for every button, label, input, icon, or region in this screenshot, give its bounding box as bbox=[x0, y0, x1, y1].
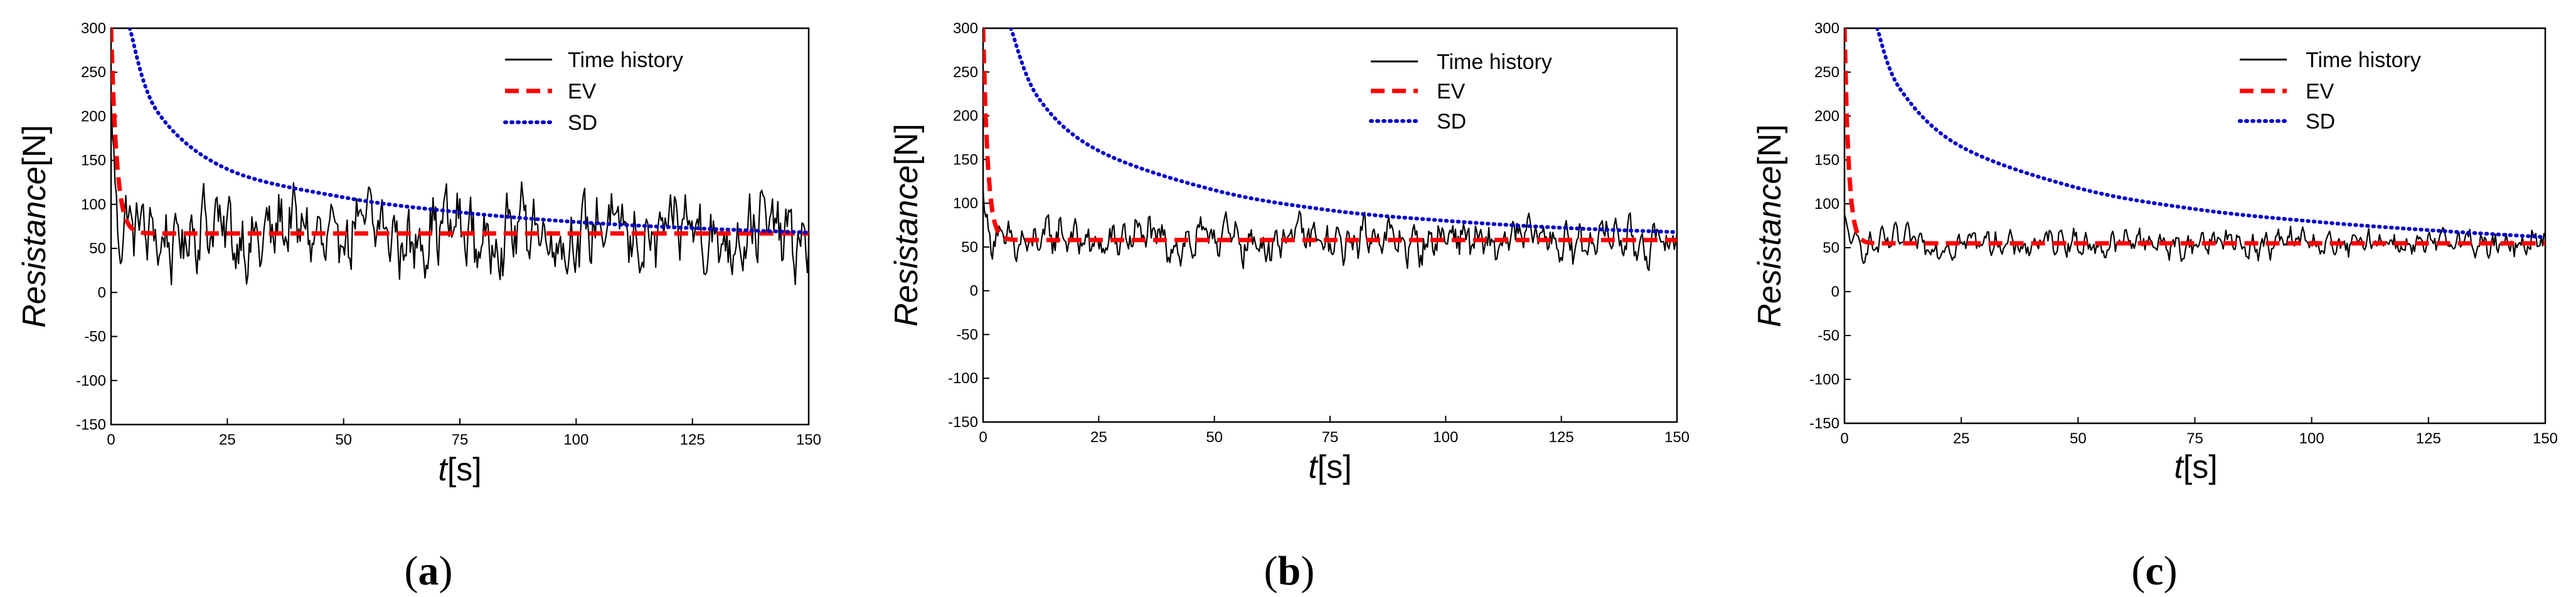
x-tick-labels: 0 25 50 75 100 125 150 bbox=[107, 418, 821, 448]
series-ev bbox=[111, 28, 809, 236]
y-tick-label: 100 bbox=[1814, 196, 1839, 213]
x-tick-label: 100 bbox=[1433, 429, 1458, 446]
series-ev bbox=[983, 28, 1677, 243]
y-tick-label: -50 bbox=[1818, 327, 1839, 344]
y-tick-label: -150 bbox=[76, 416, 106, 433]
panel-a: -150 -100 -50 0 50 100 150 200 250 300 0 25 50 75 100… bbox=[16, 20, 821, 594]
series-layer bbox=[1844, 28, 2545, 264]
series-ev bbox=[1844, 28, 2545, 246]
x-tick-label: 150 bbox=[1664, 429, 1690, 446]
x-tick-label: 125 bbox=[1549, 429, 1574, 446]
x-tick-labels: 0 25 50 75 100 125 150 bbox=[979, 416, 1690, 446]
y-tick-label: 200 bbox=[81, 108, 106, 125]
panel-label: (b) bbox=[1264, 548, 1315, 594]
x-tick-label: 50 bbox=[335, 431, 352, 448]
x-tick-label: 75 bbox=[2186, 430, 2203, 447]
series-layer bbox=[983, 28, 1677, 272]
x-tick-label: 25 bbox=[1090, 429, 1107, 446]
legend-label-ev: EV bbox=[1437, 80, 1466, 103]
y-tick-label: -50 bbox=[84, 329, 106, 346]
x-axis-label: t[s] bbox=[1308, 449, 1351, 485]
panel-label: (a) bbox=[405, 548, 453, 594]
y-tick-label: 250 bbox=[953, 64, 978, 81]
y-tick-label: -50 bbox=[956, 326, 978, 343]
series-sd bbox=[127, 28, 809, 235]
y-tick-label: 300 bbox=[81, 20, 106, 37]
series-sd bbox=[1009, 28, 1677, 235]
plot-frame bbox=[1843, 27, 2547, 425]
y-tick-label: 50 bbox=[961, 239, 978, 256]
y-tick-label: 0 bbox=[98, 284, 106, 301]
y-tick-label: 150 bbox=[1814, 152, 1839, 169]
x-tick-label: 100 bbox=[2299, 430, 2324, 447]
y-tick-label: 50 bbox=[89, 240, 106, 257]
y-tick-labels: -150 -100 -50 0 50 100 150 200 250 300 bbox=[76, 20, 117, 433]
panel-b: -150 -100 -50 0 50 100 150 200 250 300 0 25 50 75 100… bbox=[888, 20, 1690, 594]
x-tick-label: 0 bbox=[107, 431, 115, 448]
legend-label-ev: EV bbox=[2306, 80, 2334, 103]
y-tick-label: 150 bbox=[953, 151, 978, 168]
y-tick-label: 0 bbox=[1831, 283, 1839, 300]
legend-label-sd: SD bbox=[2306, 110, 2335, 134]
x-tick-label: 25 bbox=[219, 431, 236, 448]
x-tick-label: 50 bbox=[2070, 430, 2087, 447]
legend-label-time-history: Time history bbox=[1437, 50, 1552, 74]
x-tick-label: 150 bbox=[796, 431, 821, 448]
x-tick-label: 75 bbox=[1322, 429, 1339, 446]
y-tick-label: 300 bbox=[1814, 20, 1839, 37]
legend-label-sd: SD bbox=[568, 111, 597, 135]
x-tick-label: 0 bbox=[1840, 430, 1848, 447]
legend-label-sd: SD bbox=[1437, 110, 1466, 134]
x-tick-label: 50 bbox=[1206, 429, 1223, 446]
x-tick-labels: 0 25 50 75 100 125 150 bbox=[1840, 417, 2558, 447]
y-tick-label: -100 bbox=[948, 370, 978, 387]
y-tick-label: 100 bbox=[953, 195, 978, 212]
series-time-history bbox=[1844, 214, 2545, 264]
legend-label-time-history: Time history bbox=[568, 48, 683, 72]
y-tick-label: 150 bbox=[81, 152, 106, 169]
series-sd bbox=[1875, 28, 2545, 240]
legend: Time history EV SD bbox=[1369, 50, 1552, 134]
x-axis-label: t[s] bbox=[2174, 449, 2217, 485]
y-tick-label: 50 bbox=[1823, 240, 1839, 256]
plot-frame bbox=[982, 27, 1678, 423]
series-layer bbox=[111, 28, 809, 285]
y-tick-labels: -150 -100 -50 0 50 100 150 200 250 300 bbox=[1809, 20, 1851, 432]
legend: Time history EV SD bbox=[2238, 48, 2421, 134]
x-tick-label: 125 bbox=[2416, 430, 2441, 447]
y-tick-label: 100 bbox=[81, 196, 106, 213]
plot-frame bbox=[110, 27, 810, 426]
y-tick-label: -100 bbox=[1809, 371, 1839, 388]
x-tick-label: 25 bbox=[1953, 430, 1970, 447]
y-tick-label: -150 bbox=[1809, 415, 1839, 432]
y-tick-label: 250 bbox=[1814, 64, 1839, 81]
x-tick-label: 75 bbox=[452, 431, 469, 448]
y-tick-label: 200 bbox=[1814, 108, 1839, 125]
series-time-history bbox=[983, 191, 1677, 272]
y-axis-label: Resistance[N] bbox=[1752, 124, 1788, 327]
panel-label: (c) bbox=[2131, 548, 2177, 594]
y-tick-label: 250 bbox=[81, 64, 106, 81]
x-tick-label: 100 bbox=[563, 431, 588, 448]
legend: Time history EV SD bbox=[503, 48, 683, 135]
y-tick-labels: -150 -100 -50 0 50 100 150 200 250 300 bbox=[948, 20, 989, 431]
y-tick-label: 300 bbox=[953, 20, 978, 37]
y-axis-label: Resistance[N] bbox=[16, 125, 53, 328]
y-tick-label: 0 bbox=[970, 283, 978, 300]
panel-c: -150 -100 -50 0 50 100 150 200 250 300 0 25 50 75 100… bbox=[1752, 20, 2558, 594]
y-tick-label: -100 bbox=[76, 372, 106, 389]
x-axis-label: t[s] bbox=[438, 452, 481, 488]
y-tick-label: -150 bbox=[948, 414, 978, 431]
x-tick-label: 150 bbox=[2533, 430, 2558, 447]
x-tick-label: 125 bbox=[680, 431, 705, 448]
x-tick-label: 0 bbox=[979, 429, 987, 446]
legend-label-ev: EV bbox=[568, 80, 597, 103]
y-axis-label: Resistance[N] bbox=[888, 124, 925, 327]
y-tick-label: 200 bbox=[953, 108, 978, 125]
legend-label-time-history: Time history bbox=[2306, 48, 2421, 72]
